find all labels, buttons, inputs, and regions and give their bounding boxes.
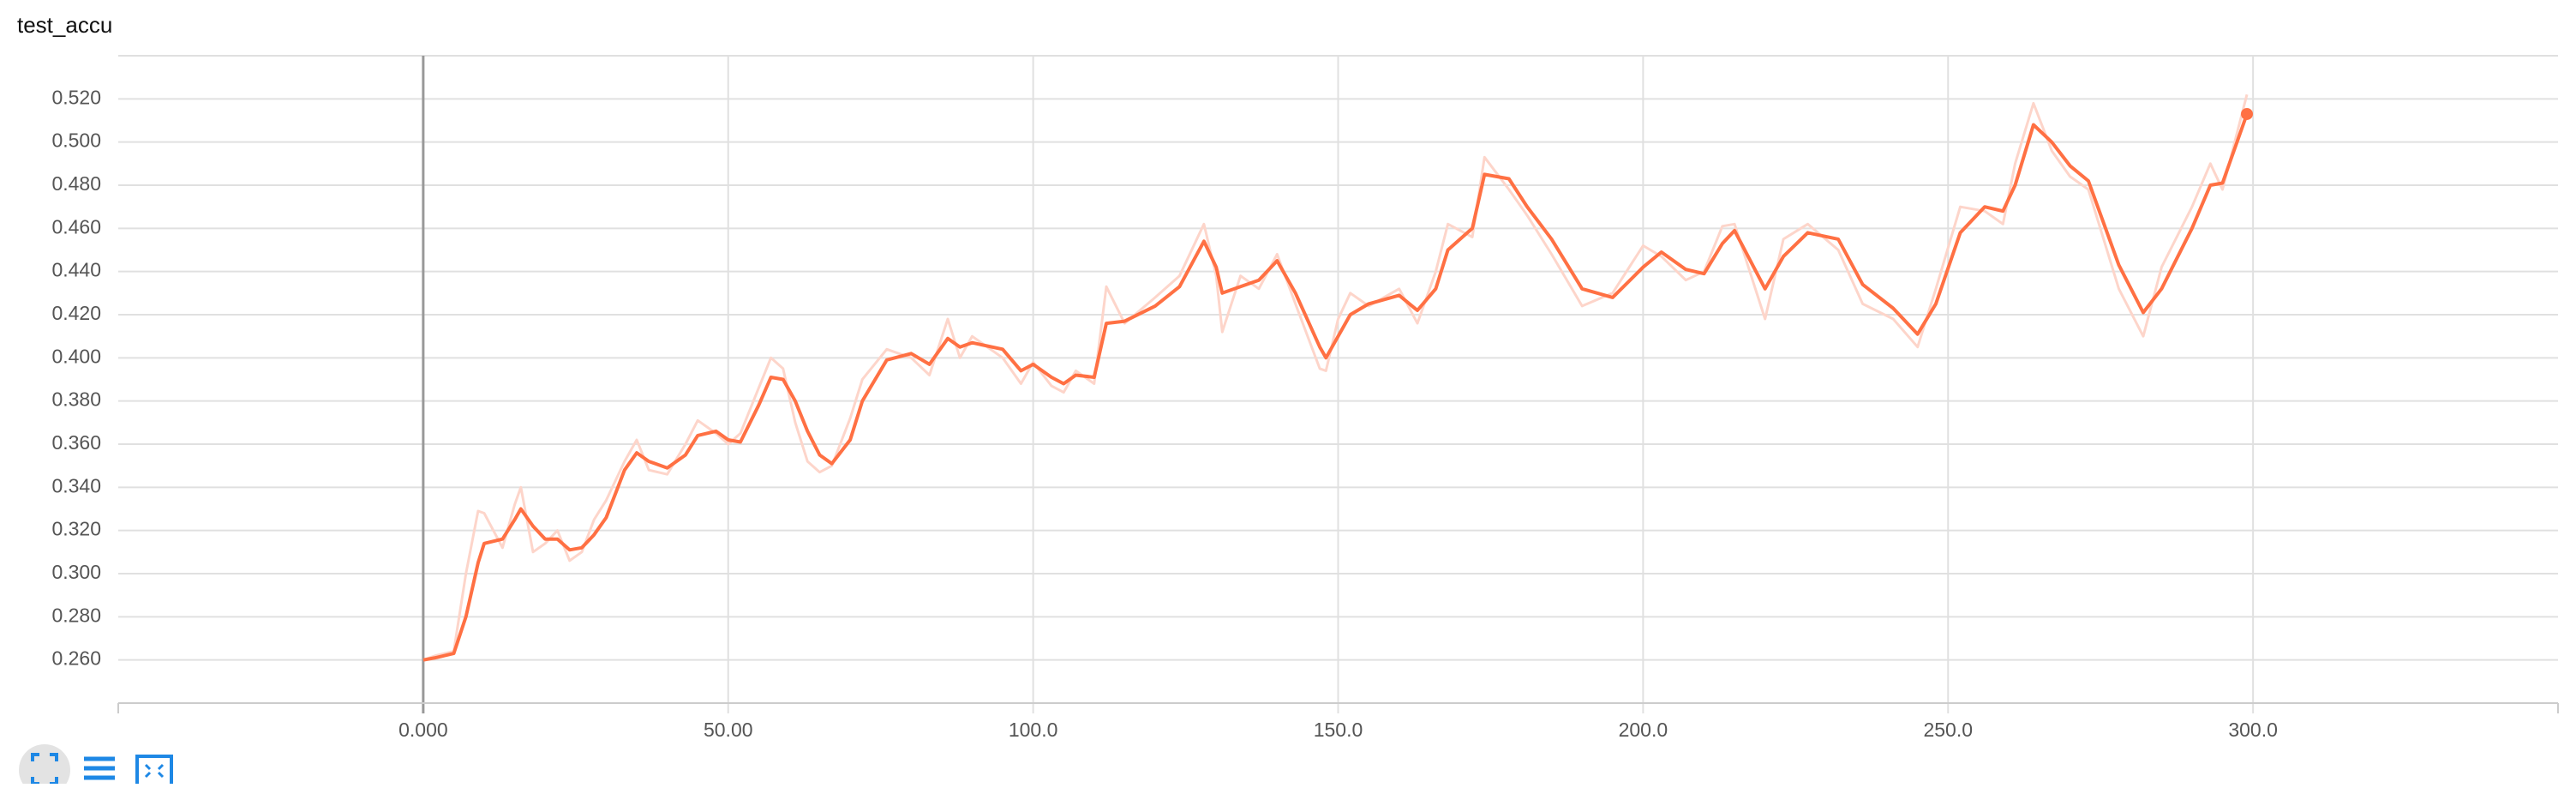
y-tick-label: 0.280 xyxy=(51,604,101,626)
toggle-log-button[interactable] xyxy=(84,756,115,780)
x-tick-label: 200.0 xyxy=(1619,719,1668,741)
x-tick-label: 0.000 xyxy=(398,719,448,741)
y-tick-label: 0.440 xyxy=(51,259,101,281)
y-tick-label: 0.260 xyxy=(51,647,101,670)
y-tick-label: 0.380 xyxy=(51,388,101,411)
y-tick-label: 0.320 xyxy=(51,518,101,540)
y-tick-label: 0.360 xyxy=(51,431,101,454)
series-line xyxy=(422,93,2249,662)
y-tick-label: 0.340 xyxy=(51,474,101,496)
y-tick-label: 0.300 xyxy=(51,561,101,583)
x-tick-label: 250.0 xyxy=(1923,719,1973,741)
toolbar xyxy=(19,744,173,788)
y-tick-label: 0.480 xyxy=(51,172,101,195)
x-tick-label: 300.0 xyxy=(2228,719,2278,741)
y-tick-label: 0.420 xyxy=(51,302,101,324)
y-tick-label: 0.520 xyxy=(51,86,101,108)
series-line xyxy=(422,113,2249,662)
x-tick-label: 50.00 xyxy=(704,719,753,741)
y-tick-label: 0.460 xyxy=(51,215,101,238)
end-point xyxy=(2241,107,2254,120)
plot xyxy=(422,93,2254,662)
y-tick-label: 0.400 xyxy=(51,345,101,367)
fit-domain-button[interactable] xyxy=(135,755,173,787)
y-tick-label: 0.500 xyxy=(51,129,101,152)
fullscreen-button[interactable] xyxy=(19,744,70,788)
x-tick-label: 150.0 xyxy=(1314,719,1363,741)
chart-title: test_accu xyxy=(17,12,112,38)
x-tick-label: 100.0 xyxy=(1009,719,1058,741)
grid: 0.260 0.280 0.300 0.320 0.340 0.360 0.380 0.400… xyxy=(51,55,2558,741)
